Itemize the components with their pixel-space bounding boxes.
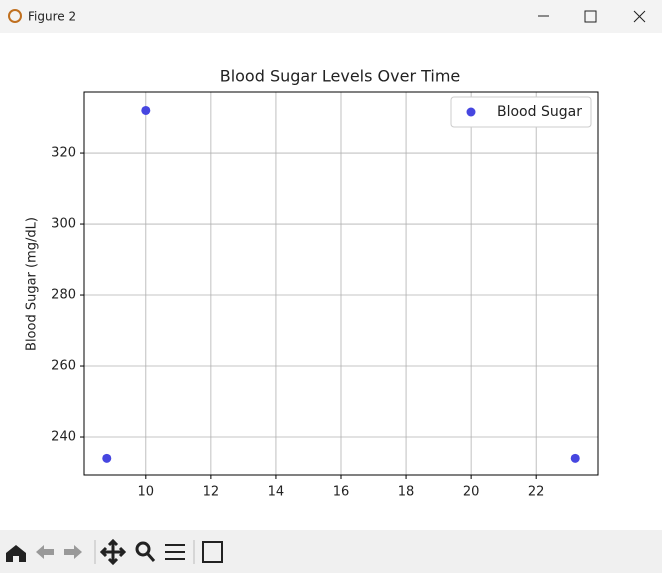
y-axis-label: Blood Sugar (mg/dL)	[25, 217, 40, 351]
window-title: Figure 2	[28, 10, 76, 24]
legend-label: Blood Sugar	[497, 104, 582, 120]
app-icon	[8, 9, 22, 23]
point	[102, 453, 112, 463]
point	[141, 105, 151, 115]
pan-button[interactable]	[99, 538, 127, 566]
x-tick-label: 14	[268, 485, 285, 500]
x-tick-label: 22	[528, 485, 545, 500]
x-tick-label: 10	[138, 485, 155, 500]
title-bar	[0, 0, 662, 33]
x-tick-label: 18	[398, 485, 415, 500]
y-tick-label: 260	[51, 359, 76, 374]
legend-marker	[466, 107, 476, 117]
x-tick-label: 20	[463, 485, 480, 500]
y-tick-label: 320	[51, 146, 76, 161]
y-tick-label: 240	[51, 430, 76, 445]
x-tick-label: 12	[203, 485, 220, 500]
configure-button[interactable]	[165, 544, 185, 560]
y-tick-label: 300	[51, 217, 76, 232]
chart-title: Blood Sugar Levels Over Time	[220, 67, 461, 86]
home-button[interactable]	[6, 545, 26, 562]
maximize-button[interactable]	[584, 10, 597, 23]
y-tick-label: 280	[51, 288, 76, 303]
close-button[interactable]	[633, 10, 646, 23]
x-tick-label: 16	[333, 485, 350, 500]
legend-box	[450, 96, 592, 128]
forward-button[interactable]	[64, 545, 82, 559]
toolbar	[0, 530, 662, 573]
save-button[interactable]	[202, 541, 223, 563]
back-button[interactable]	[36, 545, 54, 559]
axes-frame	[83, 91, 599, 476]
zoom-button[interactable]	[135, 541, 151, 557]
point	[570, 453, 580, 463]
